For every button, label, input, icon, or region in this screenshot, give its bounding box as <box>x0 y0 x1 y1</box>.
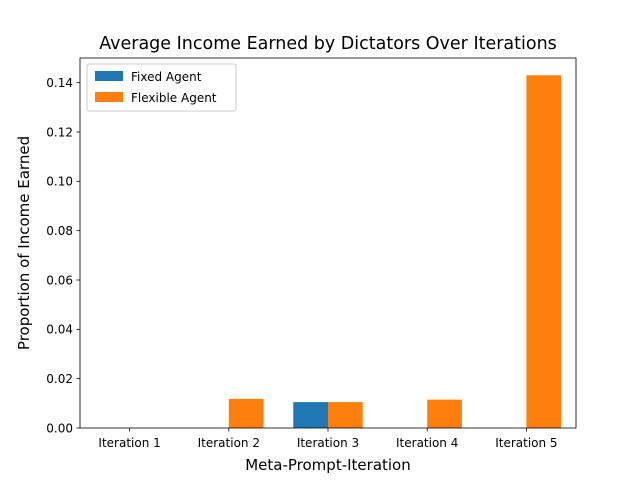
legend-swatch-fixed-agent <box>95 71 123 81</box>
y-tick-label: 0.14 <box>46 76 73 90</box>
bar-flexible-agent-iteration-4 <box>427 399 462 428</box>
x-tick-label-iteration-2: Iteration 2 <box>198 436 260 450</box>
y-axis: 0.00 0.02 0.04 0.06 0.08 0.10 0.12 0.14 <box>46 76 80 435</box>
y-tick-label: 0.02 <box>46 372 73 386</box>
bar-flexible-agent-iteration-5 <box>526 75 562 429</box>
bar-fixed-agent-iteration-3 <box>293 402 328 428</box>
x-tick-label-iteration-5: Iteration 5 <box>495 436 557 450</box>
chart-title: Average Income Earned by Dictators Over … <box>99 34 557 54</box>
plot-frame <box>79 57 577 429</box>
x-tick-label-iteration-1: Iteration 1 <box>98 436 160 450</box>
legend-swatch-flexible-agent <box>95 92 123 102</box>
y-tick-label: 0.00 <box>46 421 73 435</box>
bars-group <box>228 75 562 429</box>
legend: Fixed Agent Flexible Agent <box>86 63 237 112</box>
legend-frame <box>86 63 237 112</box>
bar-flexible-agent-iteration-3 <box>328 402 363 428</box>
y-axis-label: Proportion of Income Earned <box>15 136 33 350</box>
legend-label-fixed-agent: Fixed Agent <box>131 70 202 84</box>
y-tick-label: 0.12 <box>46 125 73 139</box>
x-axis-label: Meta-Prompt-Iteration <box>245 456 411 474</box>
bar-flexible-agent-iteration-2 <box>228 398 264 428</box>
y-tick-label: 0.08 <box>46 224 73 238</box>
y-tick-label: 0.04 <box>46 323 73 337</box>
y-tick-label: 0.06 <box>46 273 73 287</box>
x-tick-label-iteration-4: Iteration 4 <box>396 436 458 450</box>
x-tick-label-iteration-3: Iteration 3 <box>297 436 359 450</box>
legend-label-flexible-agent: Flexible Agent <box>131 91 217 105</box>
y-tick-label: 0.10 <box>46 175 73 189</box>
x-axis: Iteration 1 Iteration 2 Iteration 3 Iterati… <box>98 428 558 450</box>
